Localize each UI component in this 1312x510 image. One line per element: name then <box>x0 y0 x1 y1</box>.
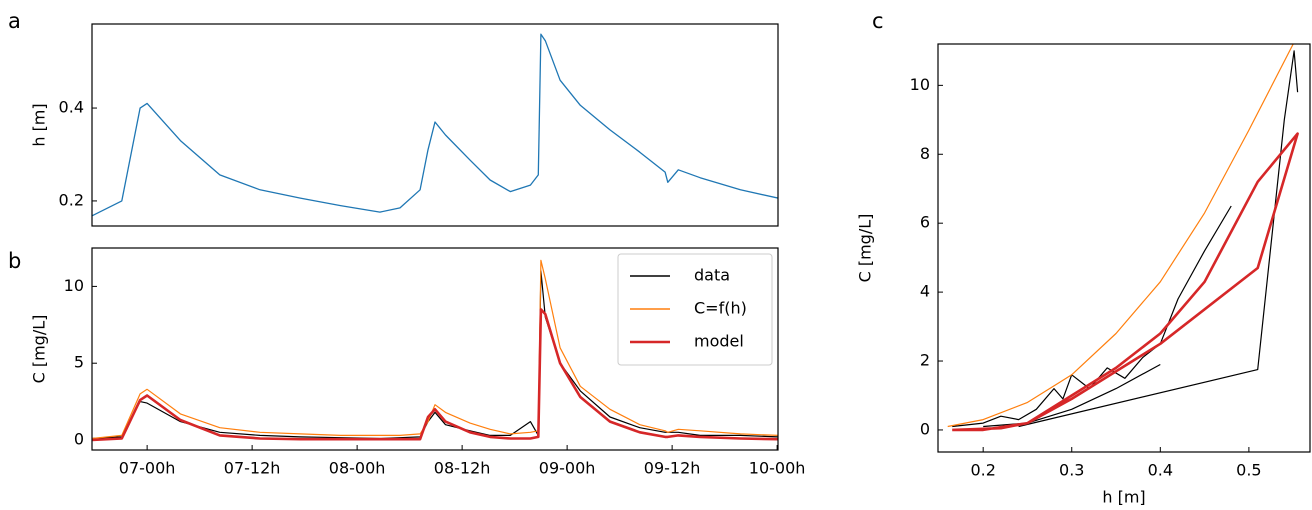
y-axis-label: h [m] <box>30 103 49 146</box>
x-tick-label: 09-00h <box>539 459 596 478</box>
series-line <box>92 270 778 440</box>
y-tick-label: 0 <box>920 419 930 438</box>
series-line <box>92 308 778 442</box>
y-tick-label: 6 <box>920 213 930 232</box>
y-tick-label: 10 <box>910 75 930 94</box>
x-tick-label: 08-00h <box>329 459 386 478</box>
x-tick-label: 07-12h <box>224 459 281 478</box>
y-tick-label: 0.4 <box>59 98 84 117</box>
series-line <box>947 44 1294 428</box>
legend-label: model <box>694 332 744 351</box>
y-tick-label: 8 <box>920 144 930 163</box>
y-tick-label: 5 <box>74 353 84 372</box>
legend-label: C=f(h) <box>694 299 747 318</box>
y-tick-label: 2 <box>920 351 930 370</box>
legend-box <box>617 253 773 366</box>
series-line <box>952 50 1299 428</box>
x-tick-label: 08-12h <box>434 459 491 478</box>
x-tick-label: 0.5 <box>1236 461 1261 480</box>
x-axis-label: h [m] <box>1102 488 1145 507</box>
y-axis-label: C [mg/L] <box>856 214 875 283</box>
y-tick-label: 10 <box>64 276 84 295</box>
series-line <box>952 132 1299 432</box>
y-tick-label: 4 <box>920 282 930 301</box>
x-tick-label: 07-00h <box>119 459 176 478</box>
x-tick-label: 09-12h <box>644 459 701 478</box>
y-tick-label: 0.2 <box>59 190 84 209</box>
panel-label: a <box>8 9 21 33</box>
panel-label: c <box>872 9 884 33</box>
legend-label: data <box>694 266 730 285</box>
line <box>92 33 778 217</box>
plot-frame <box>937 43 1311 453</box>
x-tick-label: 0.4 <box>1148 461 1173 480</box>
plot-frame <box>91 247 779 451</box>
y-axis-label: C [mg/L] <box>30 315 49 384</box>
plot-frame <box>91 23 779 227</box>
series-line <box>92 259 778 440</box>
x-tick-label: 0.2 <box>970 461 995 480</box>
x-tick-label: 0.3 <box>1059 461 1084 480</box>
x-tick-label: 10-00h <box>749 459 806 478</box>
panel-label: b <box>8 249 21 273</box>
y-tick-label: 0 <box>74 430 84 449</box>
